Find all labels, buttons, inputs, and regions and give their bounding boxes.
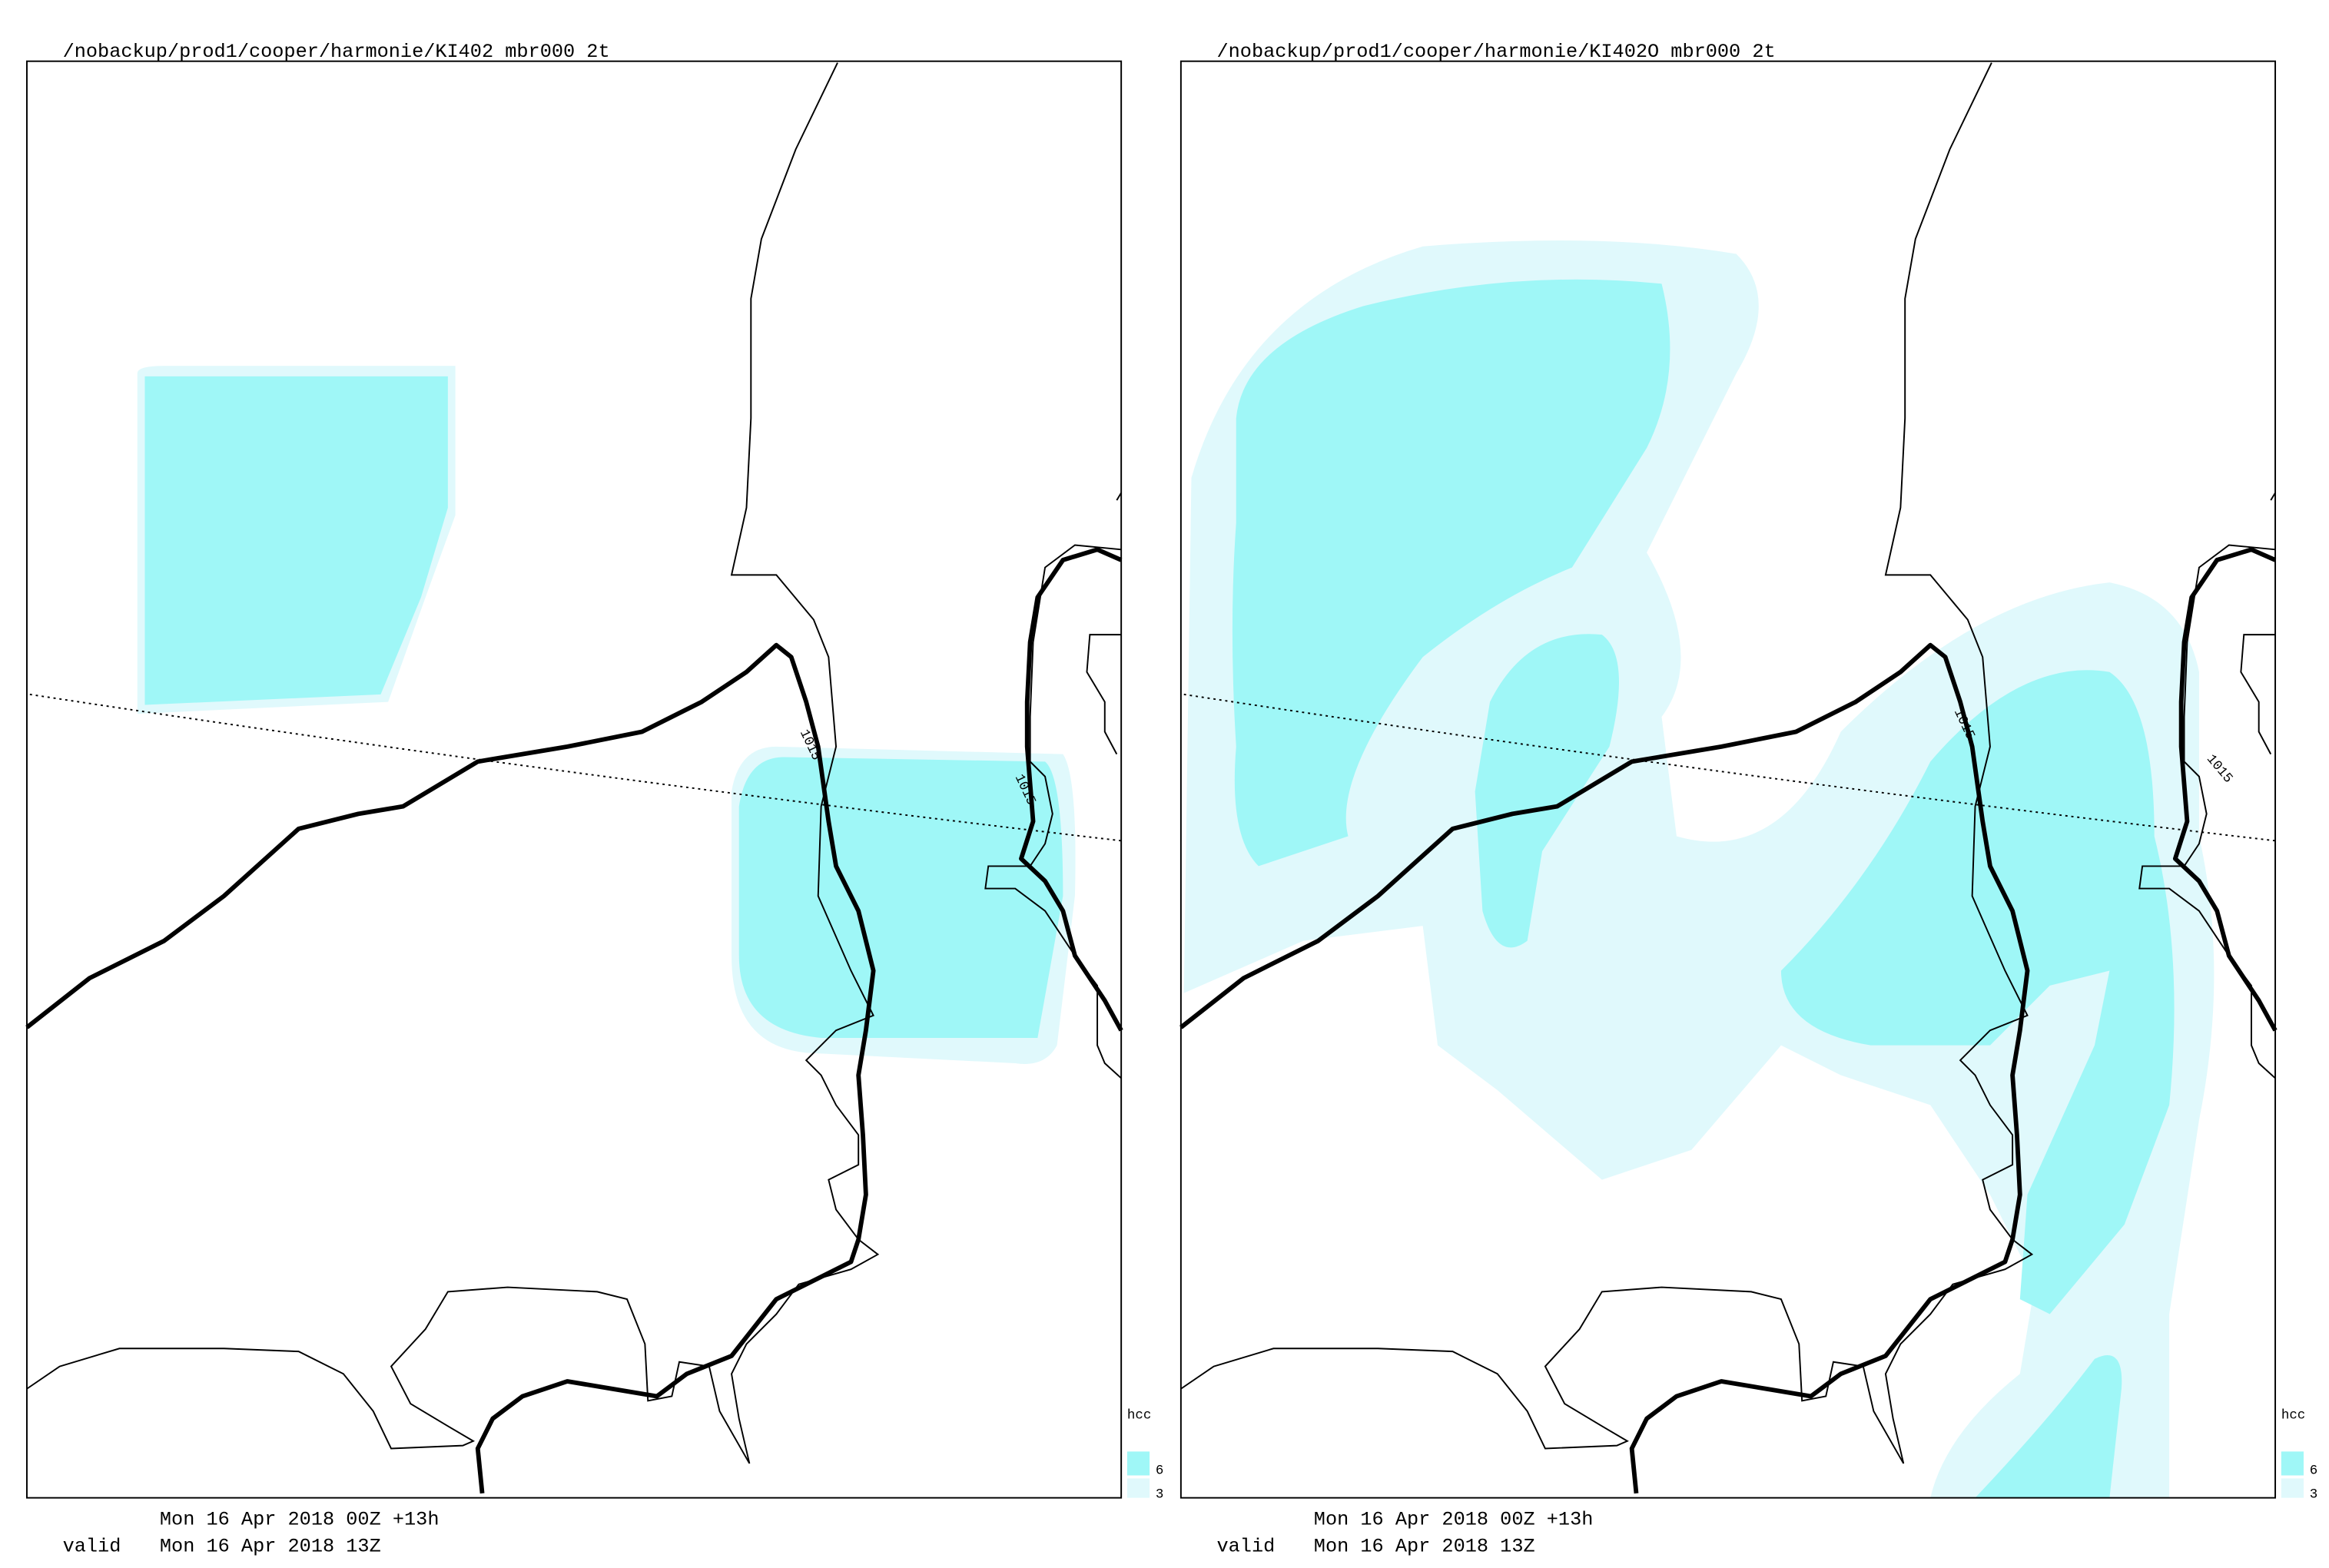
valid-label: valid — [1217, 1536, 1276, 1558]
panel-title: /nobackup/prod1/cooper/harmonie/KI402 mb… — [63, 41, 610, 63]
cloud-area — [1475, 634, 1619, 948]
legend-label: 3 — [2310, 1487, 2317, 1503]
panel: /nobackup/prod1/cooper/harmonie/KI402 mb… — [27, 41, 1163, 1558]
legend-label: 3 — [1156, 1487, 1163, 1503]
cloud-area — [1780, 670, 2175, 1314]
valid-label: valid — [63, 1536, 121, 1558]
panel-title: /nobackup/prod1/cooper/harmonie/KI402O m… — [1217, 41, 1776, 63]
legend-title: hcc — [2281, 1408, 2305, 1424]
valid-time: Mon 16 Apr 2018 13Z — [1314, 1536, 1535, 1558]
legend-swatch — [2281, 1451, 2304, 1476]
legend-swatch — [2281, 1478, 2304, 1498]
legend-swatch — [1126, 1451, 1150, 1476]
legend-label: 6 — [2310, 1464, 2317, 1479]
base-time: Mon 16 Apr 2018 00Z +13h — [1314, 1509, 1594, 1531]
map-frame-border — [26, 60, 1123, 1499]
base-time: Mon 16 Apr 2018 00Z +13h — [160, 1509, 440, 1531]
legend-label: 6 — [1156, 1464, 1163, 1479]
map-frame-border — [1179, 60, 2277, 1499]
cloud-area — [144, 376, 448, 705]
legend-swatch — [1126, 1478, 1150, 1498]
legend-title: hcc — [1127, 1408, 1151, 1424]
cloud-area — [1975, 1355, 2122, 1498]
valid-time: Mon 16 Apr 2018 13Z — [160, 1536, 381, 1558]
cloud-area — [738, 757, 1063, 1038]
panel: /nobackup/prod1/cooper/harmonie/KI402O m… — [1181, 41, 2317, 1558]
cloud-area — [1232, 279, 1670, 867]
